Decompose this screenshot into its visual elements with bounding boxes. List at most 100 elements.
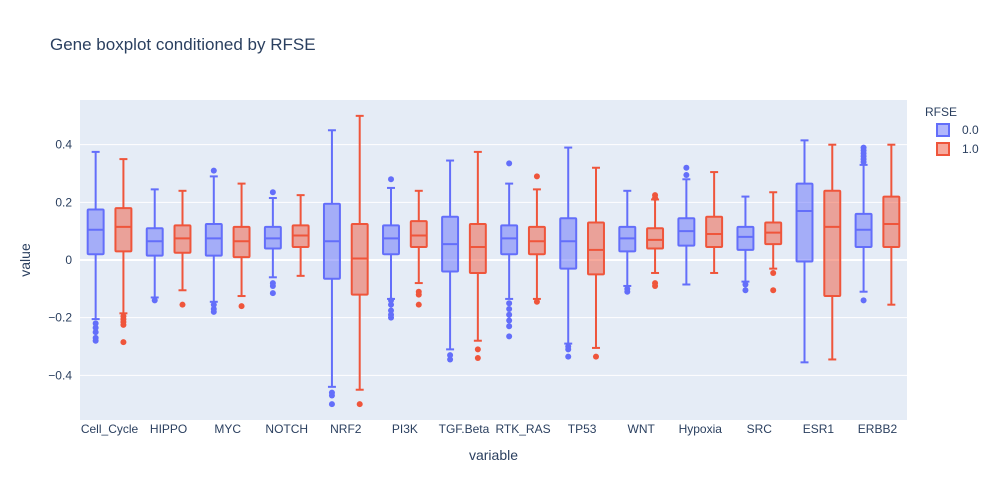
outlier-point[interactable]: [120, 339, 127, 346]
box-PI3K-0.0[interactable]: [382, 176, 400, 321]
box-SRC-1.0[interactable]: [764, 191, 783, 294]
outlier-point[interactable]: [388, 176, 395, 183]
outlier-point[interactable]: [506, 323, 513, 330]
outlier-point[interactable]: [742, 281, 749, 288]
outlier-point[interactable]: [92, 329, 99, 336]
iqr-box[interactable]: [114, 207, 133, 253]
box-SRC-0.0[interactable]: [736, 195, 755, 294]
box-Cell_Cycle-1.0[interactable]: [114, 158, 133, 346]
outlier-point[interactable]: [356, 401, 363, 408]
box-PI3K-1.0[interactable]: [409, 189, 428, 308]
outlier-point[interactable]: [269, 282, 276, 289]
outlier-point[interactable]: [238, 303, 245, 310]
outlier-point[interactable]: [269, 290, 276, 297]
box-NOTCH-1.0[interactable]: [291, 194, 310, 277]
iqr-box[interactable]: [795, 182, 814, 263]
outlier-point[interactable]: [210, 308, 217, 315]
box-TP53-0.0[interactable]: [559, 146, 578, 360]
box-HIPPO-1.0[interactable]: [173, 189, 192, 308]
iqr-box[interactable]: [559, 217, 578, 270]
outlier-point[interactable]: [565, 353, 572, 360]
iqr-box[interactable]: [646, 227, 665, 250]
outlier-point[interactable]: [415, 291, 422, 298]
iqr-box[interactable]: [204, 222, 223, 257]
outlier-point[interactable]: [120, 321, 127, 328]
outlier-point[interactable]: [652, 282, 659, 289]
legend-swatch: [936, 123, 950, 137]
outlier-point[interactable]: [506, 317, 513, 324]
box-ERBB2-1.0[interactable]: [882, 143, 901, 306]
box-ESR1-1.0[interactable]: [823, 143, 842, 361]
legend-item-0.0[interactable]: 0.0: [936, 123, 979, 137]
outlier-point[interactable]: [742, 287, 749, 294]
outlier-point[interactable]: [328, 401, 335, 408]
box-TGF.Beta-1.0[interactable]: [468, 150, 487, 362]
outlier-point[interactable]: [179, 301, 186, 308]
outlier-point[interactable]: [388, 314, 395, 321]
box-MYC-1.0[interactable]: [232, 182, 251, 310]
outlier-point[interactable]: [447, 352, 454, 359]
box-HIPPO-0.0[interactable]: [145, 188, 164, 304]
outlier-point[interactable]: [506, 311, 513, 318]
box-RTK_RAS-1.0[interactable]: [527, 173, 546, 305]
outlier-point[interactable]: [506, 333, 513, 340]
outlier-point[interactable]: [533, 173, 540, 180]
outlier-point[interactable]: [328, 392, 335, 399]
iqr-box[interactable]: [86, 208, 105, 256]
outlier-point[interactable]: [565, 346, 572, 353]
outlier-point[interactable]: [652, 192, 659, 199]
outlier-point[interactable]: [683, 164, 690, 171]
outlier-point[interactable]: [474, 355, 481, 362]
outlier-point[interactable]: [269, 189, 276, 196]
outlier-point[interactable]: [592, 353, 599, 360]
outlier-point[interactable]: [624, 288, 631, 295]
outlier-point[interactable]: [683, 171, 690, 178]
outlier-point[interactable]: [92, 324, 99, 331]
box-WNT-0.0[interactable]: [618, 189, 637, 295]
box-TP53-1.0[interactable]: [587, 166, 605, 360]
outlier-point[interactable]: [533, 298, 540, 305]
iqr-box[interactable]: [500, 224, 519, 256]
box-WNT-1.0[interactable]: [646, 192, 665, 289]
outlier-point[interactable]: [151, 297, 158, 304]
outlier-point[interactable]: [388, 297, 395, 304]
outlier-point[interactable]: [506, 306, 513, 313]
iqr-box[interactable]: [587, 221, 605, 276]
iqr-box[interactable]: [468, 222, 487, 274]
box-Cell_Cycle-0.0[interactable]: [86, 150, 105, 344]
box-Hypoxia-0.0[interactable]: [677, 164, 696, 286]
iqr-box[interactable]: [823, 189, 842, 298]
legend-item-1.0[interactable]: 1.0: [936, 142, 979, 156]
outlier-point[interactable]: [92, 337, 99, 344]
box-traces[interactable]: [86, 114, 901, 408]
box-Hypoxia-1.0[interactable]: [705, 171, 724, 274]
outlier-point[interactable]: [474, 346, 481, 353]
box-NOTCH-0.0[interactable]: [263, 189, 282, 297]
outlier-point[interactable]: [92, 320, 99, 327]
box-ESR1-0.0[interactable]: [795, 139, 814, 364]
outlier-point[interactable]: [860, 144, 867, 151]
box-ERBB2-0.0[interactable]: [854, 144, 873, 304]
outlier-point[interactable]: [210, 301, 217, 308]
legend[interactable]: RFSE 0.0 1.0: [925, 105, 979, 156]
outlier-point[interactable]: [447, 356, 454, 363]
outlier-point[interactable]: [770, 287, 777, 294]
iqr-box[interactable]: [736, 225, 755, 251]
box-NRF2-1.0[interactable]: [350, 114, 369, 408]
outlier-point[interactable]: [506, 300, 513, 307]
box-MYC-0.0[interactable]: [204, 167, 223, 315]
box-TGF.Beta-0.0[interactable]: [441, 159, 460, 363]
outlier-point[interactable]: [415, 301, 422, 308]
outlier-point[interactable]: [388, 301, 395, 308]
iqr-box[interactable]: [882, 195, 901, 249]
outlier-point[interactable]: [506, 160, 513, 167]
box-NRF2-0.0[interactable]: [322, 129, 341, 408]
iqr-box[interactable]: [409, 220, 428, 249]
outlier-point[interactable]: [388, 307, 395, 314]
outlier-point[interactable]: [770, 269, 777, 276]
outlier-point[interactable]: [210, 167, 217, 174]
outlier-point[interactable]: [860, 297, 867, 304]
iqr-box[interactable]: [705, 215, 724, 249]
iqr-box[interactable]: [382, 224, 400, 256]
box-RTK_RAS-0.0[interactable]: [500, 160, 519, 340]
